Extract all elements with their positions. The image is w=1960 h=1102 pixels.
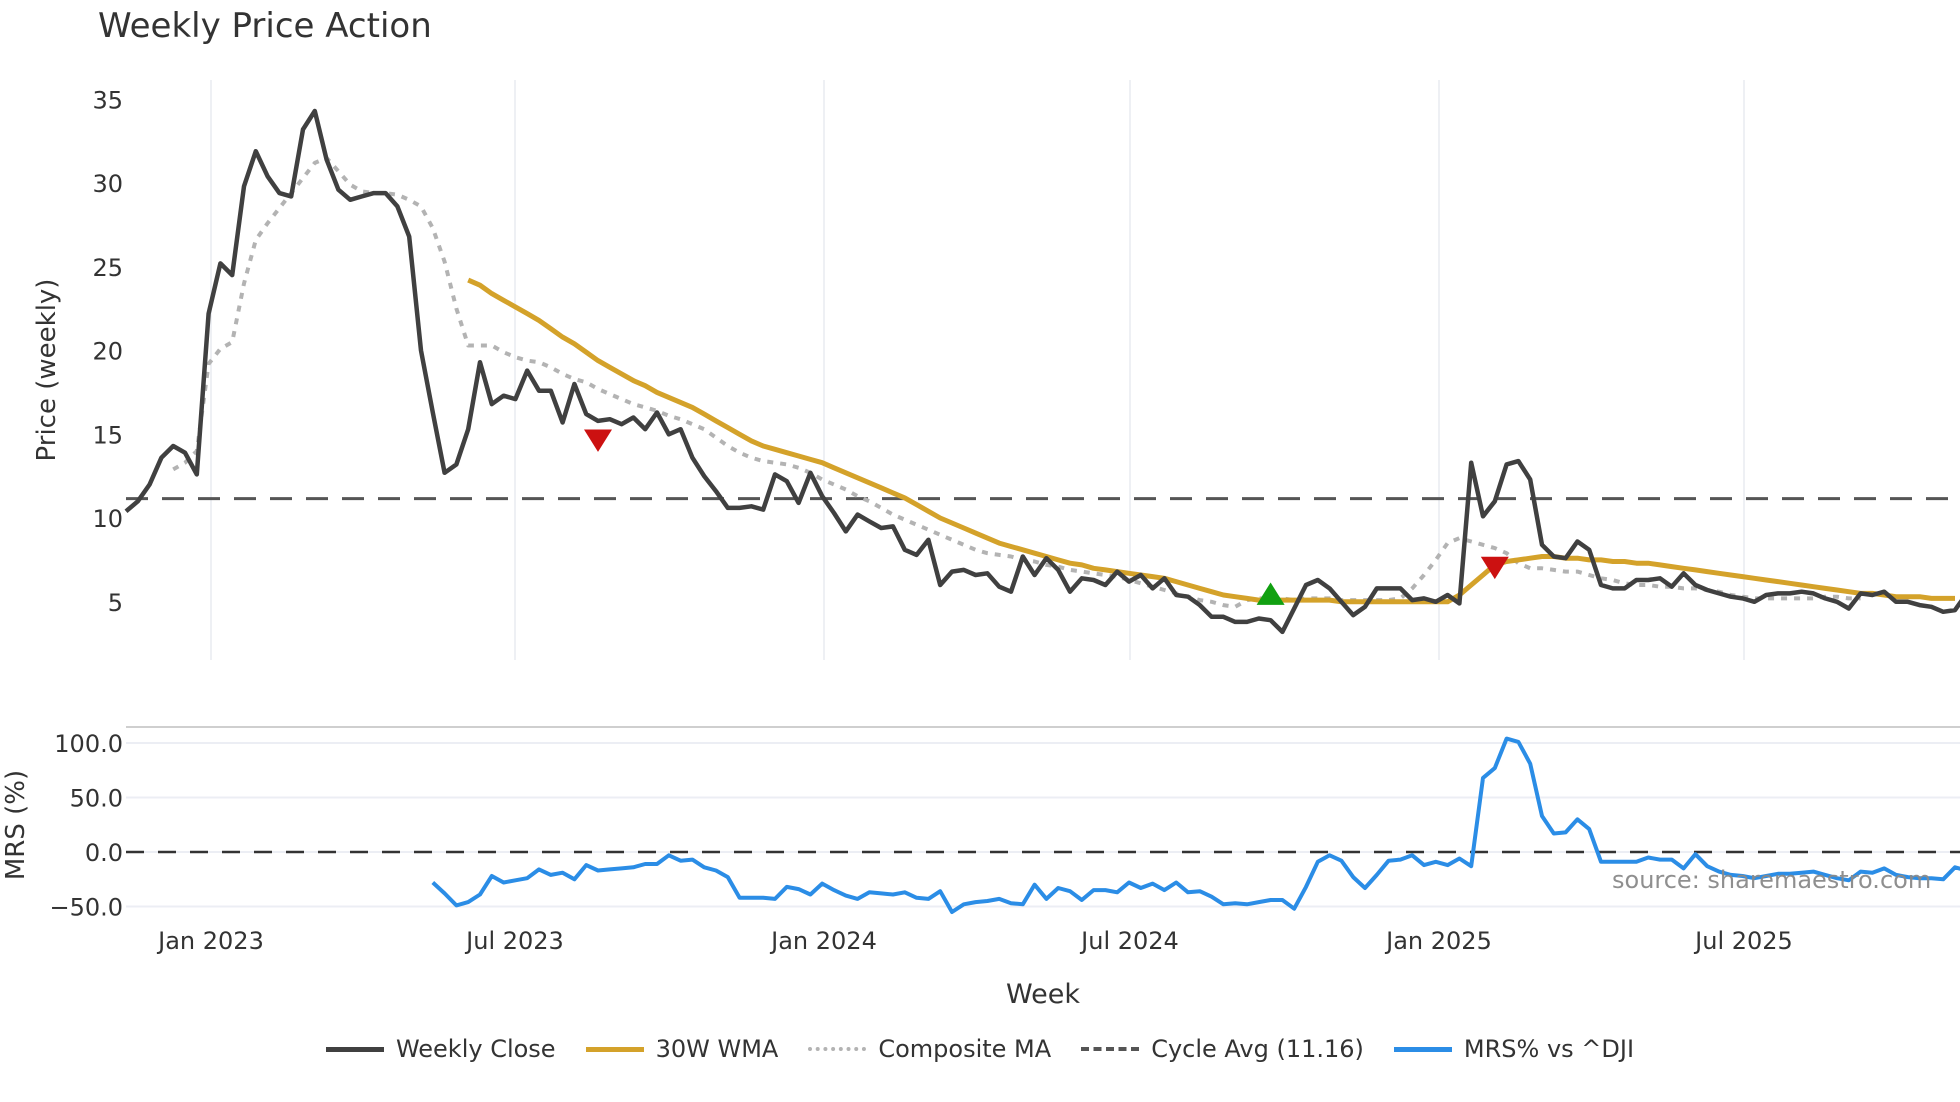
legend-item-composite-ma[interactable]: Composite MA [808, 1035, 1051, 1063]
line-swatch-icon [585, 1046, 644, 1052]
gridlines [126, 80, 1960, 908]
svg-text:Jul 2025: Jul 2025 [1693, 927, 1793, 955]
svg-text:0.0: 0.0 [85, 839, 123, 867]
legend: Weekly Close 30W WMA Composite MA Cycle … [0, 1035, 1960, 1063]
price-y-axis-label: Price (weekly) [32, 279, 62, 462]
legend-label: 30W WMA [655, 1035, 779, 1063]
svg-text:−50.0: −50.0 [49, 894, 123, 922]
mrs-y-axis-ticks: −50.0 0.0 50.0 100.0 [49, 730, 123, 922]
legend-item-30w-wma[interactable]: 30W WMA [585, 1035, 779, 1063]
svg-text:25: 25 [92, 254, 123, 282]
svg-text:100.0: 100.0 [54, 730, 123, 758]
legend-label: MRS% vs ^DJI [1463, 1035, 1635, 1063]
sell-signal-triangle-down-icon [584, 429, 612, 452]
signal-markers [584, 429, 1509, 605]
legend-label: Weekly Close [395, 1035, 556, 1063]
x-axis-label: Week [1006, 979, 1080, 1010]
dotted-swatch-icon [808, 1047, 867, 1051]
legend-item-mrs[interactable]: MRS% vs ^DJI [1393, 1035, 1635, 1063]
chart-title: Weekly Price Action [98, 6, 432, 46]
price-y-axis-ticks: 5 10 15 20 25 30 35 [92, 86, 123, 617]
legend-label: Composite MA [878, 1035, 1052, 1063]
svg-text:Jan 2025: Jan 2025 [1384, 927, 1492, 955]
legend-item-weekly-close[interactable]: Weekly Close [325, 1035, 556, 1063]
line-swatch-icon [1393, 1046, 1452, 1052]
svg-text:35: 35 [92, 86, 123, 114]
svg-text:Jul 2024: Jul 2024 [1079, 927, 1179, 955]
dashed-swatch-icon [1081, 1047, 1140, 1051]
mrs-y-axis-label: MRS (%) [1, 770, 31, 880]
legend-label: Cycle Avg (11.16) [1151, 1035, 1364, 1063]
svg-text:20: 20 [92, 338, 123, 366]
svg-text:Jan 2023: Jan 2023 [156, 927, 264, 955]
svg-text:30: 30 [92, 170, 123, 198]
svg-text:Jul 2023: Jul 2023 [464, 927, 564, 955]
buy-signal-triangle-up-icon [1256, 582, 1285, 605]
svg-text:5: 5 [108, 589, 123, 617]
svg-text:15: 15 [92, 421, 123, 449]
svg-text:Jan 2024: Jan 2024 [769, 927, 877, 955]
legend-item-cycle-avg[interactable]: Cycle Avg (11.16) [1081, 1035, 1364, 1063]
x-axis-ticks: Jan 2023 Jul 2023 Jan 2024 Jul 2024 Jan 2025… [156, 927, 1793, 955]
source-watermark: source: sharemaestro.com [1612, 866, 1932, 894]
line-swatch-icon [325, 1046, 384, 1052]
svg-text:10: 10 [92, 505, 123, 533]
sell-signal-triangle-down-icon [1480, 556, 1509, 580]
svg-text:50.0: 50.0 [70, 785, 123, 813]
data-series [124, 108, 1960, 914]
